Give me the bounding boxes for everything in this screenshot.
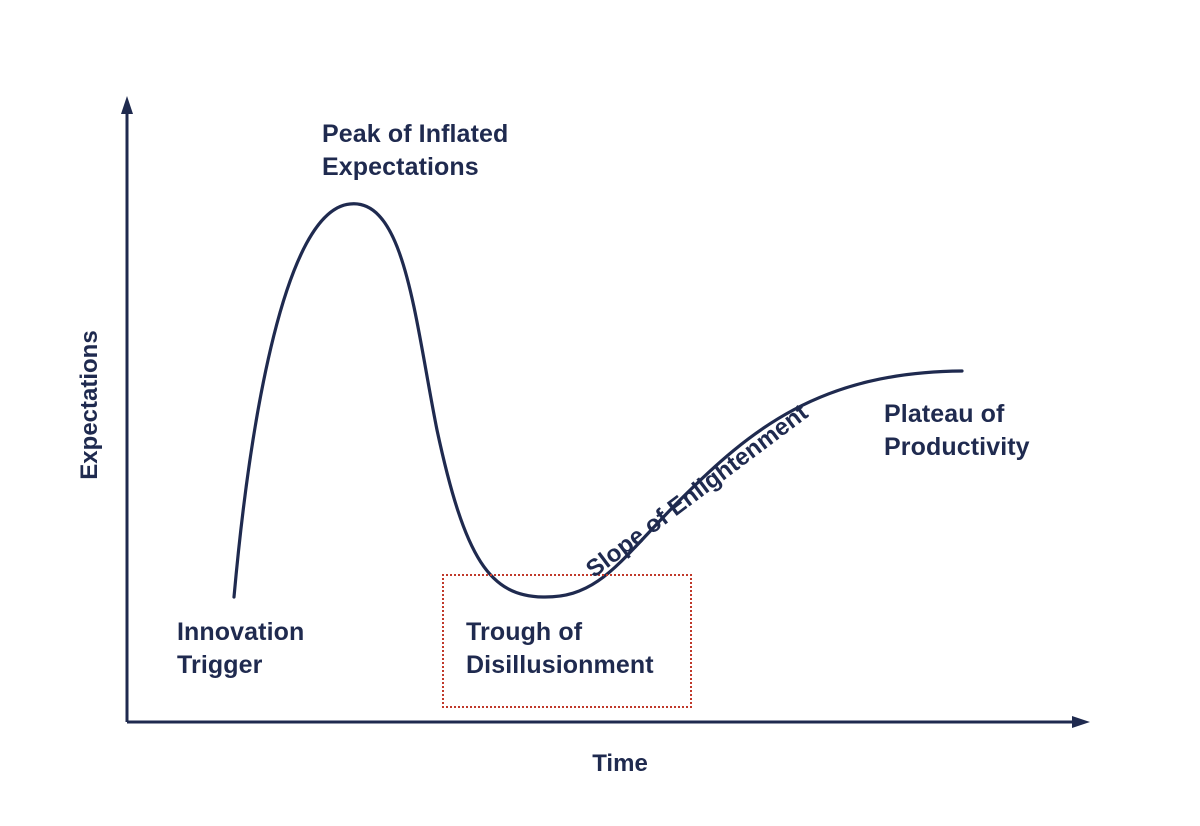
peak-label-line1: Peak of Inflated bbox=[322, 120, 509, 148]
trigger-label-line1: Innovation bbox=[177, 618, 305, 646]
trough-highlight-box bbox=[442, 574, 692, 708]
trough-label-line1: Trough of bbox=[466, 618, 583, 646]
y-axis-arrowhead bbox=[121, 96, 133, 114]
plateau-of-productivity-label: Plateau of Productivity bbox=[884, 398, 1030, 464]
trough-label-line2: Disillusionment bbox=[466, 651, 654, 679]
trough-of-disillusionment-label: Trough of Disillusionment bbox=[466, 616, 654, 682]
trigger-label-line2: Trigger bbox=[177, 651, 263, 679]
plateau-label-line2: Productivity bbox=[884, 433, 1030, 461]
hype-cycle-curve bbox=[232, 202, 964, 599]
x-axis-label: Time bbox=[592, 750, 648, 777]
peak-of-inflated-expectations-label: Peak of Inflated Expectations bbox=[322, 118, 508, 184]
x-axis-arrowhead bbox=[1072, 716, 1090, 728]
innovation-trigger-label: Innovation Trigger bbox=[177, 616, 304, 682]
plateau-label-line1: Plateau of bbox=[884, 400, 1005, 428]
y-axis-label: Expectations bbox=[76, 330, 103, 480]
peak-label-line2: Expectations bbox=[322, 153, 479, 181]
